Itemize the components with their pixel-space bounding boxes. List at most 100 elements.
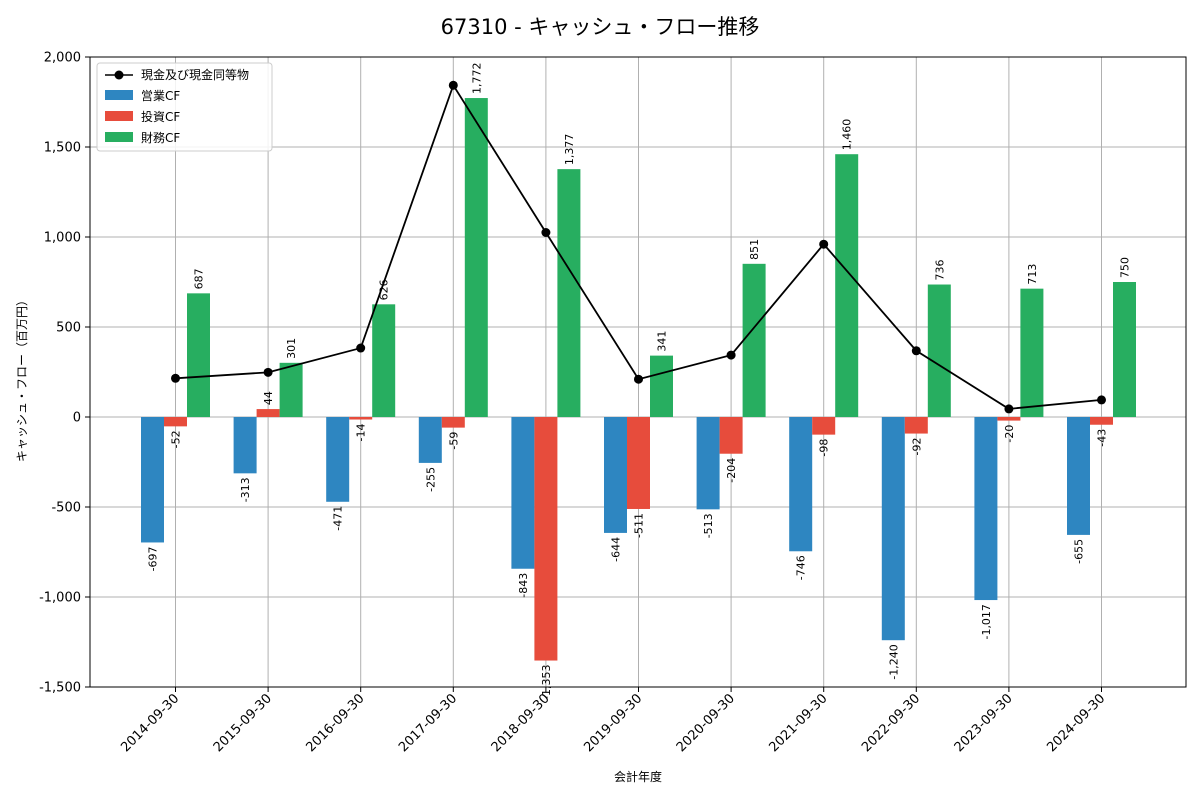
bar-operating-cf: [789, 417, 813, 552]
x-tick-label: 2016-09-30: [303, 691, 367, 755]
bar-financing-cf: [557, 169, 581, 417]
grid: [90, 56, 1186, 688]
bar-operating-cf: [233, 417, 257, 474]
data-label: 341: [656, 331, 669, 352]
data-label: 851: [748, 239, 761, 260]
data-label: 687: [193, 268, 206, 289]
bar-investing-cf: [719, 417, 743, 454]
data-label: -14: [355, 424, 368, 442]
bar-operating-cf: [696, 417, 720, 510]
data-labels: -697 -313 -471 -255 -843 -644 -513 -746 -1,240 -1…: [147, 63, 1132, 700]
x-tick-label: 2014-09-30: [118, 691, 182, 755]
data-label: 713: [1026, 264, 1039, 285]
bar-investing-cf: [349, 417, 373, 420]
data-label: -98: [818, 439, 831, 457]
cash-line-point: [819, 239, 829, 249]
y-tick-label: 1,000: [44, 231, 81, 246]
bar-investing-cf: [441, 417, 465, 428]
bar-financing-cf: [835, 154, 859, 417]
bar-investing-cf: [997, 417, 1021, 421]
y-tick-label: 500: [56, 321, 81, 336]
x-tick-label: 2021-09-30: [766, 691, 830, 755]
legend: 現金及び現金同等物 営業CF 投資CF 財務CF: [96, 62, 273, 152]
bar-operating-cf: [326, 417, 350, 502]
bar-investing-cf: [812, 417, 836, 435]
data-label: -1,017: [980, 604, 993, 639]
bar-financing-cf: [279, 362, 303, 417]
data-label: -1,240: [887, 644, 900, 679]
legend-swatch-investing: [105, 111, 133, 121]
y-tick-label: 0: [73, 411, 81, 426]
data-label: -513: [702, 513, 715, 538]
cash-line-point: [448, 80, 458, 90]
data-label: 301: [285, 338, 298, 359]
bar-financing-cf: [372, 304, 396, 417]
x-axis-title: 会計年度: [614, 769, 662, 784]
bar-investing-cf: [534, 417, 558, 661]
legend-swatch-financing: [105, 132, 133, 142]
cash-line-point: [726, 350, 736, 360]
bar-operating-cf: [974, 417, 998, 601]
x-tick-label: 2018-09-30: [489, 691, 553, 755]
y-tick-label: -1,000: [39, 591, 81, 606]
data-label: -204: [725, 458, 738, 483]
y-tick-label: -1,500: [39, 681, 81, 696]
cash-line-point: [634, 374, 643, 384]
legend-label-investing: 投資CF: [141, 109, 180, 124]
bar-investing-cf: [256, 409, 280, 417]
legend-swatch-operating: [105, 90, 133, 100]
bar-financing-cf: [742, 263, 766, 417]
x-tick-label: 2020-09-30: [674, 691, 738, 755]
data-label: -313: [239, 477, 252, 502]
data-label: -511: [633, 513, 646, 538]
data-label: 1,377: [563, 134, 576, 166]
legend-line-marker: [114, 70, 124, 80]
x-tick-label: 2015-09-30: [211, 691, 275, 755]
x-tick-label: 2017-09-30: [396, 691, 460, 755]
bars: [141, 98, 1136, 661]
data-label: -1,353: [540, 665, 553, 700]
data-label: -20: [1003, 425, 1016, 443]
y-tick-label: -500: [51, 501, 81, 516]
bar-financing-cf: [464, 98, 488, 417]
data-label: -92: [910, 438, 923, 456]
data-label: 626: [378, 279, 391, 300]
bar-operating-cf: [881, 417, 905, 641]
data-label: 1,772: [470, 63, 483, 95]
cash-line-point: [171, 373, 180, 383]
legend-box: [96, 62, 273, 152]
bar-financing-cf: [1113, 282, 1136, 417]
legend-label-financing: 財務CF: [141, 130, 180, 145]
cash-line-point: [911, 346, 921, 356]
bar-operating-cf: [418, 417, 442, 463]
data-label: -644: [610, 537, 623, 562]
data-label: -655: [1073, 539, 1086, 564]
chart-title: 67310 - キャッシュ・フロー推移: [441, 15, 760, 39]
cash-line-point: [263, 367, 273, 377]
cash-line: [171, 80, 1106, 414]
legend-label-cash: 現金及び現金同等物: [141, 67, 249, 82]
x-tick-label: 2019-09-30: [581, 691, 645, 755]
data-label: -843: [517, 573, 530, 598]
bar-financing-cf: [927, 284, 951, 417]
bar-operating-cf: [1067, 417, 1090, 535]
data-label: -746: [795, 555, 808, 580]
data-label: 44: [262, 391, 275, 405]
y-axis-title: キャッシュ・フロー（百万円）: [15, 294, 29, 462]
data-label: -43: [1096, 429, 1109, 447]
cash-line-point: [541, 228, 551, 237]
bar-investing-cf: [627, 417, 650, 509]
data-label: -471: [332, 506, 345, 531]
data-label: -52: [170, 430, 183, 448]
bar-operating-cf: [141, 417, 164, 543]
bar-investing-cf: [164, 417, 187, 427]
x-tick-label: 2022-09-30: [859, 691, 923, 755]
cash-line-point: [1004, 404, 1014, 414]
legend-label-operating: 営業CF: [141, 89, 180, 103]
data-label: -697: [147, 546, 160, 571]
x-tick-label: 2023-09-30: [952, 691, 1016, 755]
bar-investing-cf: [904, 417, 928, 434]
y-tick-label: 1,500: [44, 141, 81, 156]
cash-line-point: [356, 343, 366, 353]
